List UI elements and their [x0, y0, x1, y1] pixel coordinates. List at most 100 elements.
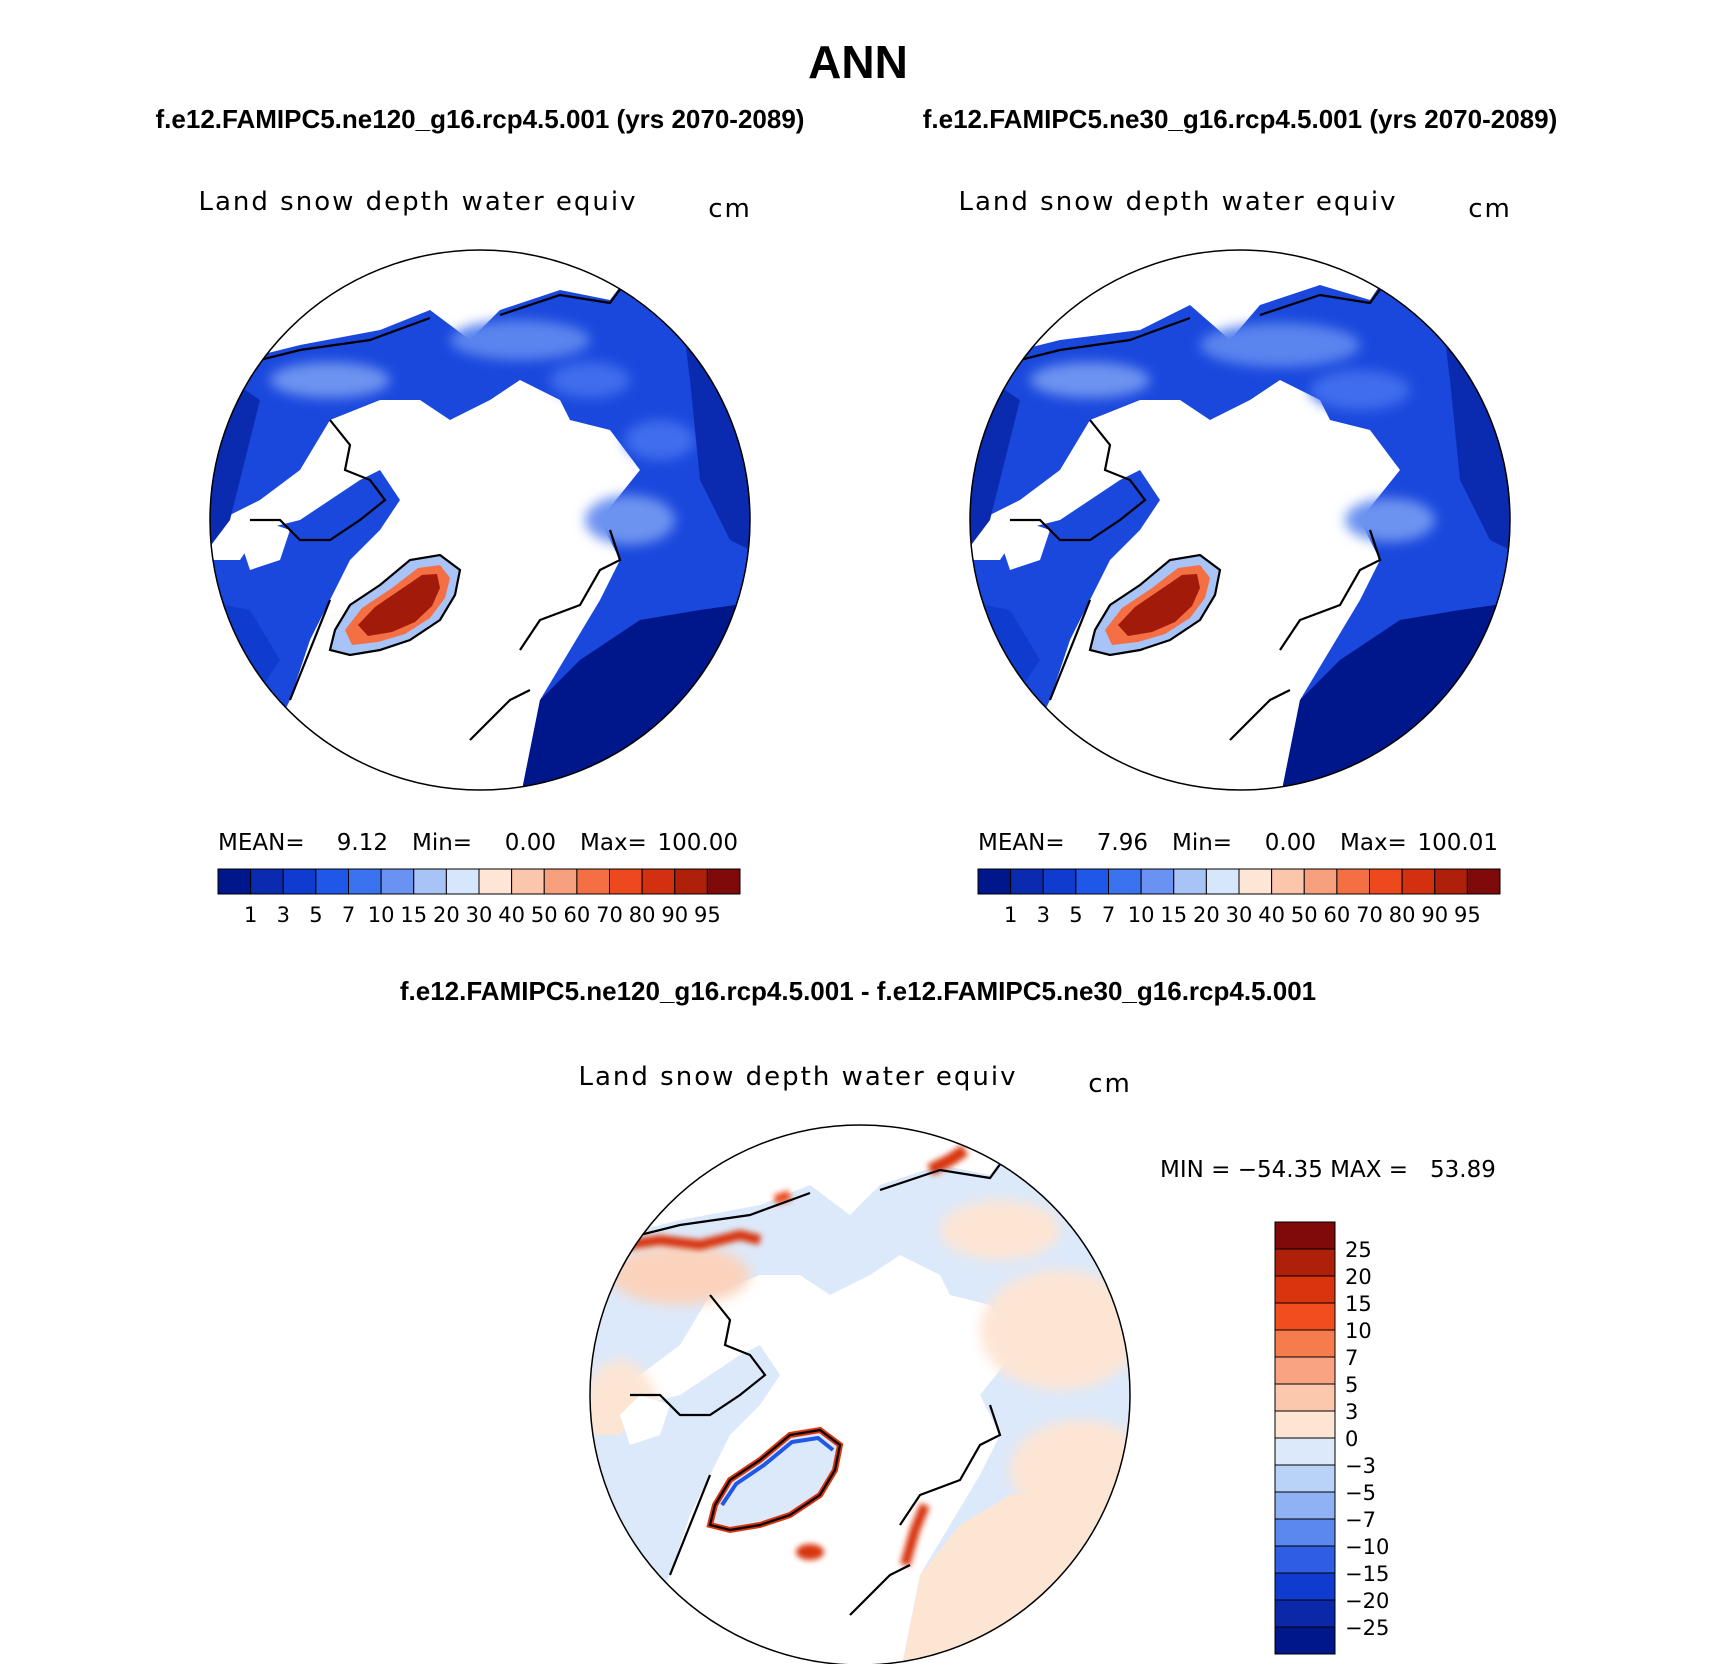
colorbar-swatch [1274, 1248, 1336, 1277]
colorbar-swatch [1274, 1410, 1336, 1439]
colorbar-swatch [511, 868, 545, 895]
polar-map-diff [589, 1124, 1131, 1664]
variable-title-left: Land snow depth water equiv [199, 187, 638, 217]
min-label-right: Min= [1172, 830, 1232, 856]
colorbar-swatch [217, 868, 252, 895]
mean-value-right: 7.96 [1097, 830, 1148, 856]
case-label-left: f.e12.FAMIPC5.ne120_g16.rcp4.5.001 (yrs … [156, 104, 805, 134]
colorbar-swatch [1274, 1491, 1336, 1520]
colorbar-swatch [413, 868, 447, 895]
colorbar-tick-label: 60 [564, 903, 591, 927]
colorbar-swatch [1274, 1437, 1336, 1466]
min-value-right: 0.00 [1265, 830, 1316, 856]
colorbar-swatch [1274, 1302, 1336, 1331]
colorbar-tick-label: 10 [1345, 1319, 1372, 1343]
colorbar-swatch [1173, 868, 1207, 895]
colorbar-swatch [445, 868, 480, 895]
colorbar-swatch [674, 868, 708, 895]
colorbar-swatch [478, 868, 513, 895]
colorbar-tick-label: 15 [400, 903, 427, 927]
colorbar-swatch [315, 868, 349, 895]
colorbar-swatch [1274, 1329, 1336, 1358]
max-label-right: Max= [1340, 830, 1407, 856]
colorbar-tick-label: 20 [1345, 1265, 1372, 1289]
stats-left: MEAN= 9.12 Min= 0.00 Max= 100.00 [218, 830, 738, 856]
colorbar-tick-label: 30 [1226, 903, 1253, 927]
colorbar-swatch [1238, 868, 1273, 895]
colorbar-tick-label: 1 [1004, 903, 1017, 927]
colorbar-tick-label: 20 [433, 903, 460, 927]
max-label-left: Max= [580, 830, 647, 856]
colorbar-swatch [1274, 1599, 1336, 1628]
colorbar-swatch [1274, 1464, 1336, 1493]
colorbar-tick-label: −7 [1345, 1508, 1376, 1532]
colorbar-tick-label: −20 [1345, 1589, 1389, 1613]
greenland-diff [710, 1430, 840, 1530]
diff-stats: MIN = −54.35 MAX = 53.89 [1160, 1157, 1496, 1183]
colorbar-swatch [1075, 868, 1109, 895]
units-left: cm [708, 194, 752, 224]
colorbar-tick-label: 70 [596, 903, 623, 927]
colorbar-tick-label: 10 [368, 903, 395, 927]
colorbar-tick-label: 5 [1069, 903, 1082, 927]
max-value-left: 100.00 [658, 830, 738, 856]
colorbar-tick-label: 95 [1454, 903, 1481, 927]
min-label-left: Min= [412, 830, 472, 856]
colorbar-tick-label: −25 [1345, 1616, 1389, 1640]
colorbar-swatch [1434, 868, 1468, 895]
colorbar-tick-label: −15 [1345, 1562, 1389, 1586]
units-diff: cm [1088, 1069, 1132, 1099]
max-value-right: 100.01 [1418, 830, 1498, 856]
units-right: cm [1468, 194, 1512, 224]
colorbar-swatch [380, 868, 415, 895]
colorbar-swatch [543, 868, 578, 895]
colorbar-left: 1 3 5 7 10 15 20 30 40 50 60 70 80 90 95 [217, 868, 741, 927]
colorbar-tick-label: 50 [531, 903, 558, 927]
colorbar-tick-label: 40 [1258, 903, 1285, 927]
colorbar-tick-label: 15 [1160, 903, 1187, 927]
colorbar-swatch [1303, 868, 1338, 895]
stats-right: MEAN= 7.96 Min= 0.00 Max= 100.01 [978, 830, 1498, 856]
colorbar-swatch [250, 868, 284, 895]
colorbar-tick-label: 80 [629, 903, 656, 927]
colorbar-tick-label: 90 [661, 903, 688, 927]
colorbar-tick-label: 50 [1291, 903, 1318, 927]
colorbar-tick-label: 25 [1345, 1238, 1372, 1262]
colorbar-tick-label: 3 [277, 903, 290, 927]
colorbar-tick-label: 7 [1102, 903, 1115, 927]
variable-title-diff: Land snow depth water equiv [579, 1062, 1018, 1092]
colorbar-tick-label: 15 [1345, 1292, 1372, 1316]
colorbar-tick-label: 5 [1345, 1373, 1358, 1397]
colorbar-swatch [1108, 868, 1142, 895]
colorbar-swatch [1274, 1518, 1336, 1547]
colorbar-swatch [1274, 1275, 1336, 1304]
colorbar-diff: 25 20 15 10 7 5 3 0 −3 −5 −7 −10 −15 −20 −25 [1274, 1221, 1389, 1655]
colorbar-swatch [1401, 868, 1436, 895]
colorbar-tick-label: 90 [1421, 903, 1448, 927]
colorbar-swatch [1010, 868, 1044, 895]
colorbar-tick-label: 0 [1345, 1427, 1358, 1451]
colorbar-swatch [1336, 868, 1370, 895]
polar-map-right [969, 249, 1511, 791]
colorbar-swatch [576, 868, 610, 895]
colorbar-swatch [1205, 868, 1240, 895]
mean-label-right: MEAN= [978, 830, 1065, 856]
polar-map-left [209, 249, 751, 791]
mean-value-left: 9.12 [337, 830, 388, 856]
colorbar-swatch [1466, 868, 1501, 895]
colorbar-tick-label: −3 [1345, 1454, 1376, 1478]
colorbar-tick-label: 5 [309, 903, 322, 927]
colorbar-tick-label: 60 [1324, 903, 1351, 927]
colorbar-swatch [1274, 1356, 1336, 1385]
colorbar-swatch [1274, 1572, 1336, 1601]
colorbar-swatch [706, 868, 741, 895]
colorbar-swatch [1369, 868, 1403, 895]
colorbar-tick-label: 20 [1193, 903, 1220, 927]
colorbar-tick-label: −5 [1345, 1481, 1376, 1505]
colorbar-swatch [641, 868, 676, 895]
colorbar-tick-label: 70 [1356, 903, 1383, 927]
colorbar-swatch [977, 868, 1012, 895]
colorbar-swatch [282, 868, 317, 895]
colorbar-tick-label: 7 [1345, 1346, 1358, 1370]
